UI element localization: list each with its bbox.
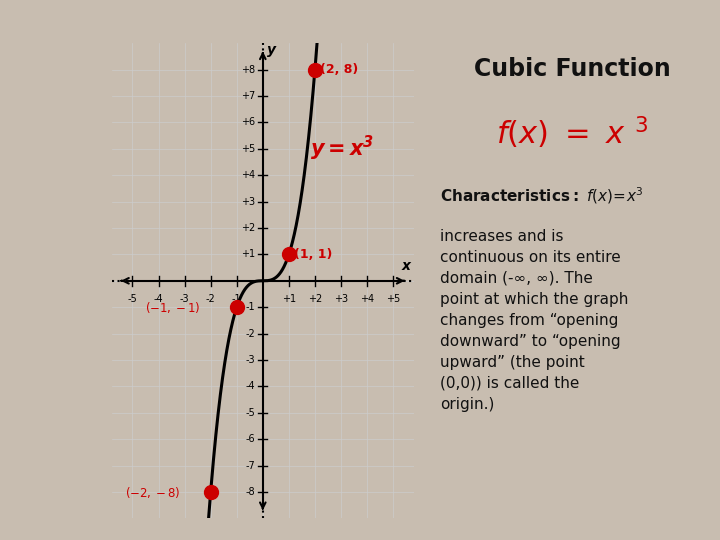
Text: -2: -2 [206,294,215,304]
Text: +8: +8 [241,65,255,75]
Text: +3: +3 [334,294,348,304]
Text: -2: -2 [246,329,255,339]
Text: -7: -7 [246,461,255,470]
Text: +1: +1 [282,294,296,304]
Text: increases and is
continuous on its entire
domain (-∞, ∞). The
point at which the: increases and is continuous on its entir… [441,228,629,411]
Text: -8: -8 [246,487,255,497]
Text: $\mathit{\bf{Characteristics:}}$ $\mathit{f(x)\!=\!x^3}$: $\mathit{\bf{Characteristics:}}$ $\mathi… [441,186,644,206]
Text: +5: +5 [386,294,400,304]
Text: +3: +3 [241,197,255,207]
Text: -1: -1 [232,294,241,304]
Text: -5: -5 [127,294,138,304]
Text: -3: -3 [246,355,255,365]
Text: -3: -3 [180,294,189,304]
Text: Cubic Function: Cubic Function [474,57,671,82]
Text: +2: +2 [240,223,255,233]
Text: -4: -4 [246,381,255,391]
Text: +4: +4 [241,170,255,180]
Text: (2, 8): (2, 8) [320,63,359,76]
Text: (1, 1): (1, 1) [294,248,333,261]
Text: -1: -1 [246,302,255,312]
Text: -6: -6 [246,434,255,444]
Text: $\mathit{f}(\mathit{x})\ =\ \mathit{x}\ ^3$: $\mathit{f}(\mathit{x})\ =\ \mathit{x}\ … [496,114,649,151]
Text: $\bfit{y = x^3}$: $\bfit{y = x^3}$ [310,134,374,164]
Text: $(-2, -8)$: $(-2, -8)$ [125,484,180,500]
Text: x: x [402,259,410,273]
Text: -4: -4 [153,294,163,304]
Text: y: y [267,43,276,57]
Text: +1: +1 [241,249,255,259]
Text: +4: +4 [360,294,374,304]
Text: +6: +6 [241,117,255,127]
Text: +5: +5 [240,144,255,154]
Text: +7: +7 [240,91,255,101]
Text: $(-1, -1)$: $(-1, -1)$ [145,300,201,315]
Text: +2: +2 [308,294,322,304]
Text: -5: -5 [246,408,255,418]
